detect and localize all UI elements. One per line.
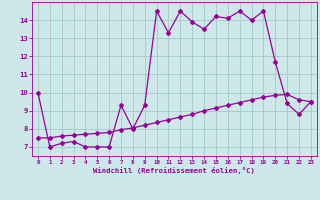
X-axis label: Windchill (Refroidissement éolien,°C): Windchill (Refroidissement éolien,°C) (93, 167, 255, 174)
